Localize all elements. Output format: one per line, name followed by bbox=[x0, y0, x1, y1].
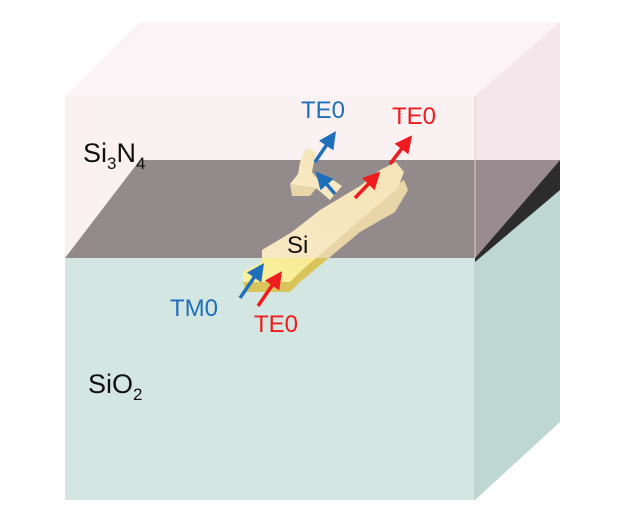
sio2-right-face bbox=[475, 190, 560, 500]
input-te-label: TE0 bbox=[254, 311, 298, 338]
sio2-layer bbox=[65, 190, 560, 500]
mid-tm-arrow bbox=[315, 171, 337, 196]
sin-layer bbox=[65, 22, 560, 258]
sin-right-face bbox=[475, 22, 560, 258]
input-tm-label: TM0 bbox=[170, 295, 218, 322]
sio2-front-face bbox=[65, 258, 475, 500]
sio2-label: SiO2 bbox=[88, 369, 142, 404]
output-te-label: TE0 bbox=[392, 103, 436, 130]
output-tm-branch-label: TE0 bbox=[301, 97, 345, 124]
output-tm-branch-arrow bbox=[313, 131, 336, 163]
input-tm-arrow bbox=[238, 263, 264, 299]
sin-front-face bbox=[65, 96, 475, 258]
mode-arrows bbox=[238, 131, 413, 307]
input-te-arrow bbox=[256, 271, 282, 307]
output-te-arrow bbox=[388, 135, 413, 166]
sin-label: Si3N4 bbox=[83, 138, 145, 173]
sin-top-face bbox=[65, 22, 560, 96]
si-core-label: Si bbox=[287, 232, 308, 259]
interface-right-edge bbox=[475, 160, 560, 262]
mid-te-arrow bbox=[353, 171, 381, 200]
